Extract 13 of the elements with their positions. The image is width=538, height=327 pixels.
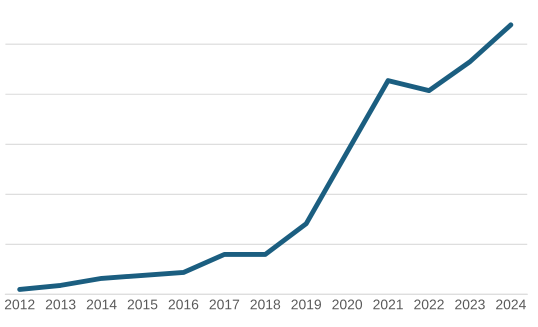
x-tick-label: 2019 — [291, 300, 322, 310]
x-tick-label: 2024 — [496, 300, 526, 310]
x-tick-label: 2023 — [455, 300, 485, 310]
x-tick-label: 2020 — [332, 300, 362, 310]
x-tick-label: 2014 — [86, 300, 117, 310]
x-tick-label: 2016 — [168, 300, 198, 310]
x-tick-label: 2012 — [4, 300, 34, 310]
x-tick-label: 2022 — [414, 300, 444, 310]
x-tick-label: 2018 — [250, 300, 280, 310]
x-tick-label: 2015 — [128, 300, 158, 310]
x-tick-label: 2021 — [373, 300, 403, 310]
x-tick-label: 2017 — [210, 300, 240, 310]
x-tick-label: 2013 — [46, 300, 76, 310]
